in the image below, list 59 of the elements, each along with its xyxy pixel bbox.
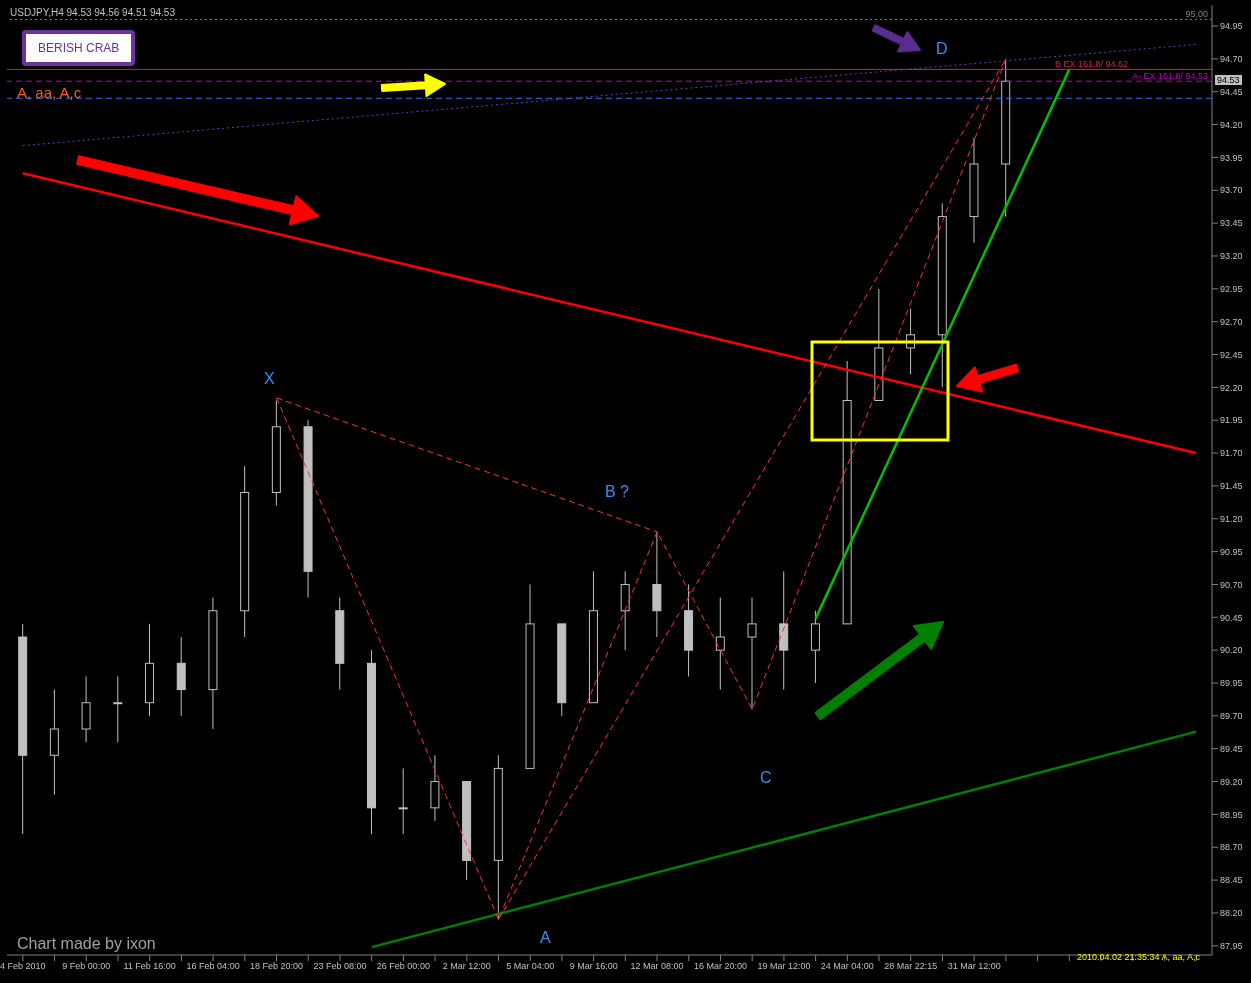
y-tick-label: 93.70 [1220,185,1243,196]
x-tick-label: 19 Mar 12:00 [757,961,811,972]
annotation: A, aa, A,c [17,84,82,101]
y-tick-label: 92.45 [1220,349,1243,360]
y-tick-label: 93.95 [1220,152,1243,163]
y-tick-label: 92.70 [1220,316,1243,327]
y-tick-label: 88.45 [1220,875,1243,886]
x-tick-label: 5 Mar 04:00 [506,961,555,972]
y-tick-label: 94.95 [1220,21,1243,32]
y-tick-label: 91.95 [1220,415,1243,426]
x-tick-label: 11 Feb 16:00 [123,961,176,972]
annotation: Chart made by ixon [17,935,156,953]
x-tick-label: 12 Mar 08:00 [630,961,684,972]
x-tick-label: 9 Mar 16:00 [569,961,618,972]
y-tick-label: 89.20 [1220,776,1243,787]
y-tick-label: 92.95 [1220,284,1243,295]
annotation: D [936,40,948,58]
ref-line-label: A- EX 161.8/ 94.53 [1131,71,1208,82]
x-tick-label: 4 Feb 2010 [0,961,46,972]
annotation: B ? [605,483,630,501]
x-tick-label: 9 Feb 00:00 [62,961,111,972]
y-tick-label: 94.45 [1220,86,1243,97]
y-tick-label: 91.45 [1220,481,1243,492]
y-tick-label: 91.70 [1220,448,1243,459]
x-tick-label: 24 Mar 04:00 [820,961,874,972]
y-tick-label: 90.20 [1220,645,1243,656]
y-tick-label: 88.95 [1220,809,1243,820]
chart-title: USDJPY,H4 94.53 94.56 94.51 94.53 [10,7,175,18]
y-tick-label: 89.70 [1220,711,1243,722]
y-tick-label: 88.20 [1220,908,1243,919]
y-tick-label: 87.95 [1220,941,1243,951]
x-tick-label: 18 Feb 20:00 [250,961,304,972]
y-tick-label: 94.70 [1220,54,1243,65]
y-tick-label: 92.20 [1220,382,1243,393]
y-tick-label: 89.45 [1220,743,1243,754]
annotation: X [264,370,275,388]
x-tick-label: 31 Mar 12:00 [947,961,1001,972]
y-tick-label: 91.20 [1220,513,1243,524]
x-tick-label: 26 Feb 00:00 [376,961,430,972]
annotation: 2010.04.02 21:35:34 A, aa, A,c [1077,952,1201,962]
y-tick-label: 90.70 [1220,579,1243,590]
y-tick-label: 93.20 [1220,251,1243,262]
y-tick-label: 94.20 [1220,119,1243,130]
annotation: A [540,929,551,947]
x-tick-label: 16 Feb 04:00 [186,961,240,972]
y-tick-label: 90.95 [1220,546,1243,557]
x-tick-label: 28 Mar 22:15 [884,961,938,972]
ref-line-label: B EX 161.8/ 94.62 [1054,59,1128,70]
annotation: BERISH CRAB [22,30,136,66]
y-tick-label: 88.70 [1220,842,1243,853]
x-tick-label: 23 Feb 08:00 [313,961,367,972]
text: 94.53 [1215,75,1242,85]
y-tick-label: 93.45 [1220,218,1243,229]
y-tick-label: 90.45 [1220,612,1243,623]
y-tick-label: 89.95 [1220,678,1243,689]
x-tick-label: 2 Mar 12:00 [442,961,491,972]
ref-line-label: 95.00 [1185,9,1208,20]
x-tick-label: 16 Mar 20:00 [693,961,748,972]
annotation: C [760,769,772,787]
